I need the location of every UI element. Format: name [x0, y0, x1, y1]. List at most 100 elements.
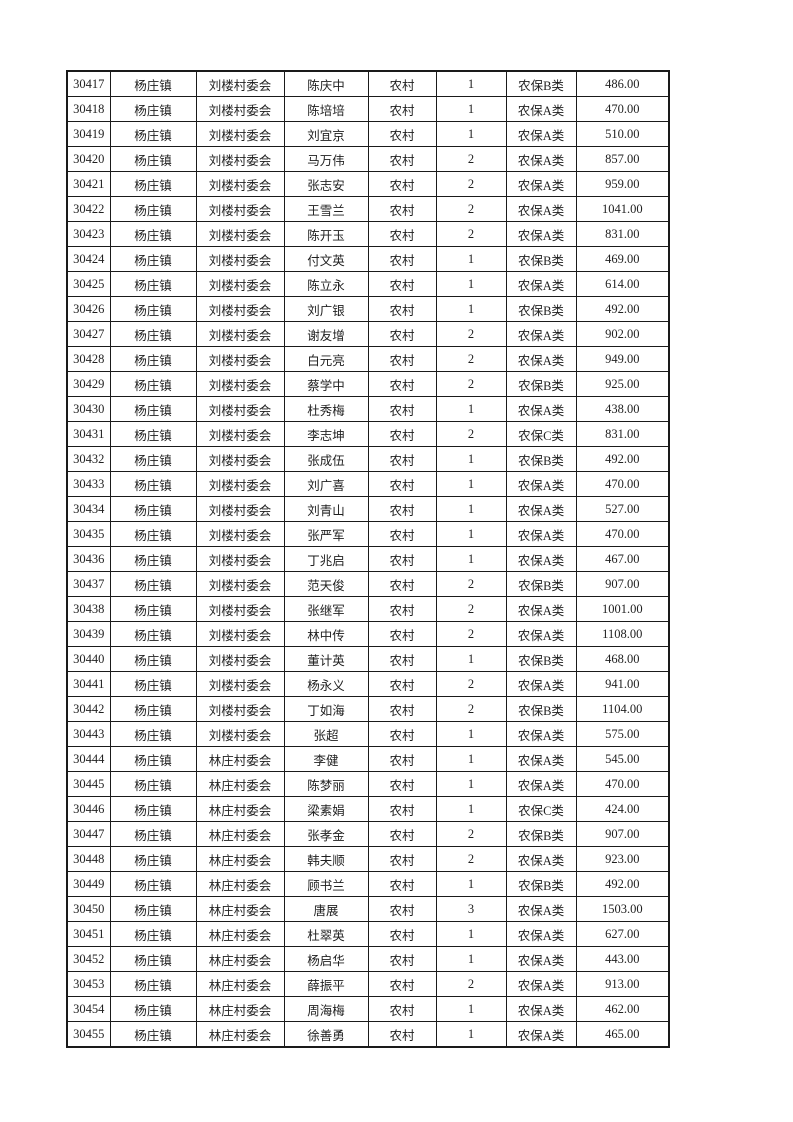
table-row: 30455 杨庄镇 林庄村委会 徐善勇 农村 1 农保A类 465.00 [66, 1021, 670, 1048]
cell-insurance-category: 农保B类 [505, 70, 577, 97]
cell-residence-type: 农村 [367, 146, 437, 172]
cell-record-id: 30447 [66, 821, 111, 847]
cell-person-count: 2 [435, 346, 507, 372]
cell-person-count: 2 [435, 146, 507, 172]
cell-amount: 1108.00 [575, 621, 670, 647]
cell-town: 杨庄镇 [109, 821, 197, 847]
table-row: 30439 杨庄镇 刘楼村委会 林中传 农村 2 农保A类 1108.00 [66, 621, 670, 647]
cell-record-id: 30433 [66, 471, 111, 497]
cell-record-id: 30437 [66, 571, 111, 597]
cell-amount: 1001.00 [575, 596, 670, 622]
cell-insurance-category: 农保A类 [505, 171, 577, 197]
cell-insurance-category: 农保A类 [505, 971, 577, 997]
table-row: 30423 杨庄镇 刘楼村委会 陈开玉 农村 2 农保A类 831.00 [66, 221, 670, 247]
cell-record-id: 30430 [66, 396, 111, 422]
table-row: 30432 杨庄镇 刘楼村委会 张成伍 农村 1 农保B类 492.00 [66, 446, 670, 472]
cell-amount: 941.00 [575, 671, 670, 697]
cell-insurance-category: 农保B类 [505, 646, 577, 672]
cell-village-committee: 刘楼村委会 [195, 70, 285, 97]
cell-insurance-category: 农保B类 [505, 246, 577, 272]
cell-village-committee: 刘楼村委会 [195, 471, 285, 497]
cell-town: 杨庄镇 [109, 70, 197, 97]
cell-amount: 470.00 [575, 96, 670, 122]
cell-residence-type: 农村 [367, 996, 437, 1022]
cell-residence-type: 农村 [367, 671, 437, 697]
cell-residence-type: 农村 [367, 246, 437, 272]
cell-town: 杨庄镇 [109, 221, 197, 247]
cell-insurance-category: 农保B类 [505, 821, 577, 847]
cell-residence-type: 农村 [367, 946, 437, 972]
cell-person-count: 2 [435, 671, 507, 697]
cell-residence-type: 农村 [367, 70, 437, 97]
cell-residence-type: 农村 [367, 771, 437, 797]
cell-person-count: 1 [435, 296, 507, 322]
cell-residence-type: 农村 [367, 96, 437, 122]
cell-town: 杨庄镇 [109, 596, 197, 622]
cell-town: 杨庄镇 [109, 471, 197, 497]
cell-insurance-category: 农保A类 [505, 346, 577, 372]
cell-insurance-category: 农保A类 [505, 896, 577, 922]
cell-person-count: 2 [435, 371, 507, 397]
cell-residence-type: 农村 [367, 871, 437, 897]
cell-record-id: 30448 [66, 846, 111, 872]
cell-amount: 1104.00 [575, 696, 670, 722]
cell-record-id: 30444 [66, 746, 111, 772]
cell-record-id: 30451 [66, 921, 111, 947]
table-row: 30429 杨庄镇 刘楼村委会 蔡学中 农村 2 农保B类 925.00 [66, 371, 670, 397]
cell-residence-type: 农村 [367, 571, 437, 597]
cell-person-name: 刘广喜 [283, 471, 369, 497]
cell-person-name: 马万伟 [283, 146, 369, 172]
cell-person-count: 1 [435, 746, 507, 772]
cell-town: 杨庄镇 [109, 346, 197, 372]
cell-village-committee: 林庄村委会 [195, 896, 285, 922]
cell-person-name: 陈开玉 [283, 221, 369, 247]
cell-person-name: 范天俊 [283, 571, 369, 597]
cell-insurance-category: 农保A类 [505, 621, 577, 647]
cell-record-id: 30438 [66, 596, 111, 622]
cell-person-count: 1 [435, 396, 507, 422]
table-row: 30447 杨庄镇 林庄村委会 张孝金 农村 2 农保B类 907.00 [66, 821, 670, 847]
cell-amount: 470.00 [575, 471, 670, 497]
cell-town: 杨庄镇 [109, 271, 197, 297]
cell-person-name: 韩夫顺 [283, 846, 369, 872]
table-row: 30434 杨庄镇 刘楼村委会 刘青山 农村 1 农保A类 527.00 [66, 496, 670, 522]
cell-insurance-category: 农保A类 [505, 1021, 577, 1048]
cell-village-committee: 林庄村委会 [195, 796, 285, 822]
cell-person-name: 刘宜京 [283, 121, 369, 147]
cell-amount: 575.00 [575, 721, 670, 747]
cell-amount: 443.00 [575, 946, 670, 972]
cell-amount: 1503.00 [575, 896, 670, 922]
table-row: 30430 杨庄镇 刘楼村委会 杜秀梅 农村 1 农保A类 438.00 [66, 396, 670, 422]
cell-person-name: 陈庆中 [283, 70, 369, 97]
cell-town: 杨庄镇 [109, 896, 197, 922]
table-row: 30417 杨庄镇 刘楼村委会 陈庆中 农村 1 农保B类 486.00 [66, 70, 670, 97]
cell-town: 杨庄镇 [109, 246, 197, 272]
cell-residence-type: 农村 [367, 546, 437, 572]
cell-record-id: 30436 [66, 546, 111, 572]
cell-town: 杨庄镇 [109, 296, 197, 322]
cell-village-committee: 刘楼村委会 [195, 546, 285, 572]
cell-insurance-category: 农保A类 [505, 146, 577, 172]
table-row: 30421 杨庄镇 刘楼村委会 张志安 农村 2 农保A类 959.00 [66, 171, 670, 197]
cell-residence-type: 农村 [367, 521, 437, 547]
cell-insurance-category: 农保A类 [505, 96, 577, 122]
cell-record-id: 30418 [66, 96, 111, 122]
table-row: 30419 杨庄镇 刘楼村委会 刘宜京 农村 1 农保A类 510.00 [66, 121, 670, 147]
cell-residence-type: 农村 [367, 471, 437, 497]
table-row: 30425 杨庄镇 刘楼村委会 陈立永 农村 1 农保A类 614.00 [66, 271, 670, 297]
cell-town: 杨庄镇 [109, 546, 197, 572]
cell-person-count: 1 [435, 496, 507, 522]
cell-town: 杨庄镇 [109, 421, 197, 447]
cell-person-count: 1 [435, 721, 507, 747]
cell-village-committee: 刘楼村委会 [195, 196, 285, 222]
table-row: 30443 杨庄镇 刘楼村委会 张超 农村 1 农保A类 575.00 [66, 721, 670, 747]
cell-insurance-category: 农保A类 [505, 846, 577, 872]
cell-village-committee: 刘楼村委会 [195, 446, 285, 472]
cell-town: 杨庄镇 [109, 871, 197, 897]
cell-amount: 486.00 [575, 70, 670, 97]
cell-person-count: 1 [435, 646, 507, 672]
cell-record-id: 30420 [66, 146, 111, 172]
table-row: 30431 杨庄镇 刘楼村委会 李志坤 农村 2 农保C类 831.00 [66, 421, 670, 447]
cell-amount: 492.00 [575, 296, 670, 322]
cell-insurance-category: 农保A类 [505, 121, 577, 147]
